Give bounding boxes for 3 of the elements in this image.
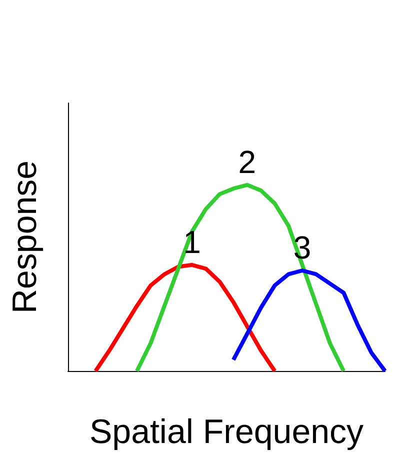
series-label: 2 <box>238 144 256 180</box>
x-axis-title: Spatial Frequency <box>89 413 364 451</box>
y-axis-title: Response <box>6 160 44 314</box>
